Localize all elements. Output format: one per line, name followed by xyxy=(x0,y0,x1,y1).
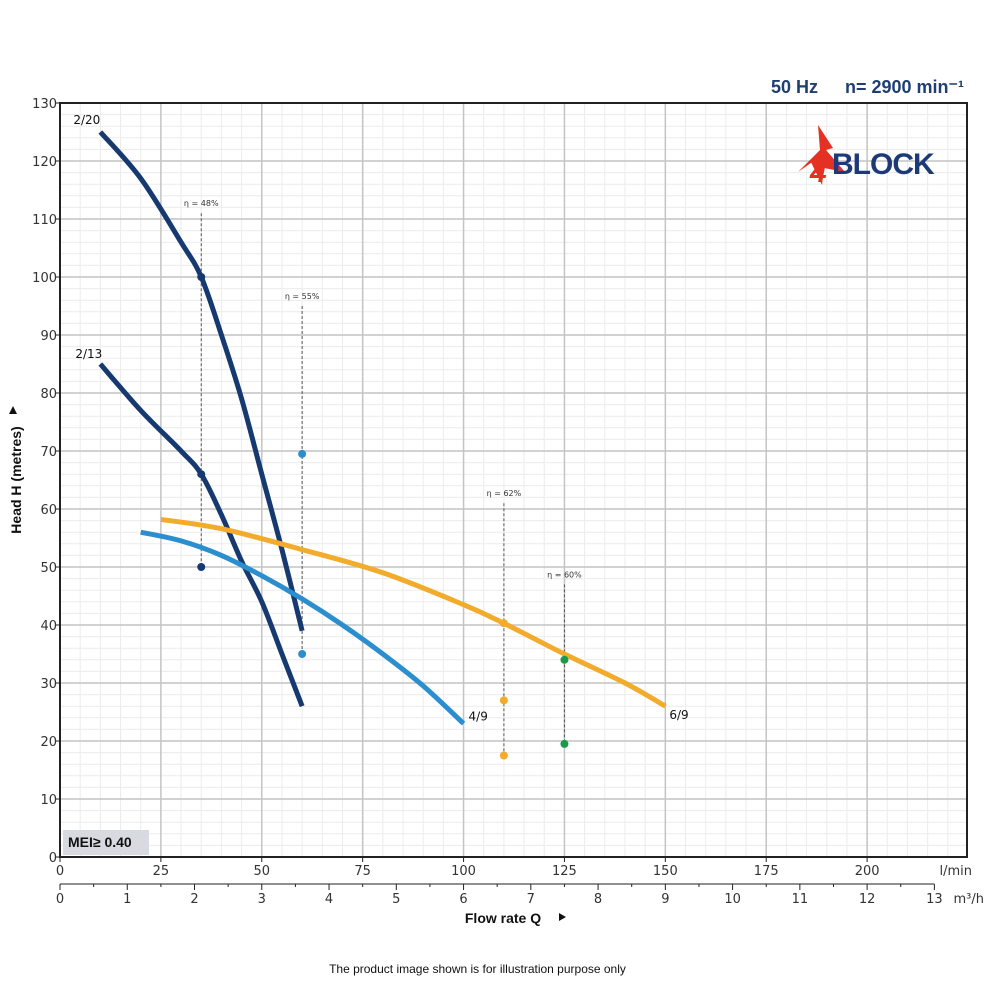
efficiency-label: η = 55% xyxy=(285,292,320,301)
y-axis-ticks: 0 10 20 30 40 50 60 70 80 90 100 110 120 130 xyxy=(32,97,60,866)
x-tick-label-m3h: 3 xyxy=(258,892,266,907)
x-tick-label-lmin: 175 xyxy=(754,864,779,879)
efficiency-point xyxy=(499,696,508,705)
efficiency-point xyxy=(560,739,569,748)
x-tick-label-m3h: 8 xyxy=(594,892,602,907)
y-tick-label: 10 xyxy=(40,793,57,808)
x-tick-label-m3h: 6 xyxy=(459,892,467,907)
y-tick-label: 30 xyxy=(40,677,57,692)
x-axis-arrow-icon xyxy=(559,913,566,921)
series-label-2-20: 2/20 xyxy=(73,113,100,127)
y-tick-label: 110 xyxy=(32,213,57,228)
efficiency-point xyxy=(560,655,569,664)
x-tick-label-lmin: 0 xyxy=(56,864,64,879)
brand-logo: 4 BLOCK xyxy=(798,125,936,189)
x-tick-label-m3h: 13 xyxy=(926,892,943,907)
series-label-2-13: 2/13 xyxy=(75,347,102,361)
logo-prefix: 4 xyxy=(809,156,827,189)
series-label-4-9: 4/9 xyxy=(469,710,488,724)
efficiency-label: η = 48% xyxy=(184,199,219,208)
y-tick-label: 20 xyxy=(40,735,57,750)
mei-badge-bg xyxy=(63,830,149,855)
x-tick-label-m3h: 10 xyxy=(724,892,741,907)
efficiency-points xyxy=(197,273,569,760)
efficiency-point xyxy=(298,650,307,658)
x-tick-label-m3h: 5 xyxy=(392,892,400,907)
series-labels: 2/20 2/13 4/9 6/9 xyxy=(73,113,688,724)
x-unit-lmin: l/min xyxy=(939,864,972,879)
footnote: The product image shown is for illustrat… xyxy=(329,962,626,976)
series-curves xyxy=(98,130,667,726)
efficiency-point xyxy=(499,751,508,760)
logo-bolt-icon xyxy=(798,125,845,185)
minor-grid xyxy=(60,103,967,857)
efficiency-point xyxy=(197,563,206,571)
x-tick-label-lmin: 125 xyxy=(552,864,577,879)
series-curve-6-9 xyxy=(160,516,667,709)
y-tick-label: 130 xyxy=(32,97,57,112)
y-tick-label: 50 xyxy=(40,561,57,576)
x-tick-label-m3h: 11 xyxy=(792,892,809,907)
x-axis-title: Flow rate Q xyxy=(465,910,541,926)
y-tick-label: 40 xyxy=(40,619,57,634)
x-axis-ticks-lmin: 0 25 50 75 100 125 150 175 200 l/min xyxy=(56,857,972,879)
x-tick-label-m3h: 12 xyxy=(859,892,876,907)
major-grid xyxy=(60,103,967,857)
x-tick-label-lmin: 200 xyxy=(855,864,880,879)
efficiency-point xyxy=(298,449,307,458)
x-unit-m3h: m³/h xyxy=(954,892,985,907)
series-label-6-9: 6/9 xyxy=(669,708,688,722)
x-tick-label-m3h: 2 xyxy=(190,892,198,907)
x-tick-label-lmin: 100 xyxy=(451,864,476,879)
efficiency-point xyxy=(197,273,206,281)
y-tick-label: 80 xyxy=(40,387,57,402)
series-curve-2-13 xyxy=(98,362,305,708)
x-axis-ticks-m3h: 0 1 2 3 4 5 6 7 8 9 10 11 12 13 m³/h xyxy=(56,883,985,907)
series-curve-4-9 xyxy=(140,529,466,726)
efficiency-point xyxy=(197,470,206,479)
x-tick-label-m3h: 4 xyxy=(325,892,333,907)
y-axis-title: Head H (metres) xyxy=(8,426,24,533)
y-axis-arrow-icon xyxy=(9,406,17,414)
plot-frame xyxy=(59,102,968,858)
y-tick-label: 0 xyxy=(49,851,57,866)
frequency-label: 50 Hz xyxy=(771,77,818,97)
x-tick-label-lmin: 25 xyxy=(153,864,170,879)
y-tick-label: 70 xyxy=(40,445,57,460)
y-tick-label: 120 xyxy=(32,155,57,170)
logo-text: BLOCK xyxy=(832,148,935,181)
speed-label: n= 2900 min⁻¹ xyxy=(845,77,964,97)
series-curve-2-20 xyxy=(98,130,305,632)
y-tick-label: 90 xyxy=(40,329,57,344)
efficiency-point xyxy=(499,619,508,628)
efficiency-label: η = 62% xyxy=(487,489,522,498)
y-tick-label: 60 xyxy=(40,503,57,518)
x-tick-label-m3h: 7 xyxy=(527,892,535,907)
mei-badge: MEI≥ 0.40 xyxy=(68,834,132,850)
x-tick-label-m3h: 1 xyxy=(123,892,131,907)
x-tick-label-m3h: 9 xyxy=(661,892,669,907)
x-tick-label-m3h: 0 xyxy=(56,892,64,907)
x-tick-label-lmin: 75 xyxy=(354,864,371,879)
x-tick-label-lmin: 50 xyxy=(254,864,271,879)
efficiency-label: η = 60% xyxy=(547,570,582,579)
y-tick-label: 100 xyxy=(32,271,57,286)
x-tick-label-lmin: 150 xyxy=(653,864,678,879)
